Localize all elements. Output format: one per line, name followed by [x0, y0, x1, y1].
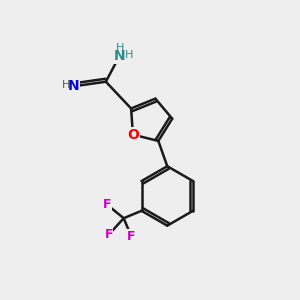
Text: F: F: [103, 198, 112, 211]
Text: N: N: [113, 50, 125, 64]
Text: H: H: [62, 80, 70, 90]
Text: N: N: [67, 79, 79, 93]
Text: O: O: [127, 128, 139, 142]
Text: F: F: [127, 230, 135, 243]
Text: F: F: [105, 228, 113, 241]
Text: H: H: [124, 50, 133, 60]
Text: H: H: [116, 43, 124, 53]
